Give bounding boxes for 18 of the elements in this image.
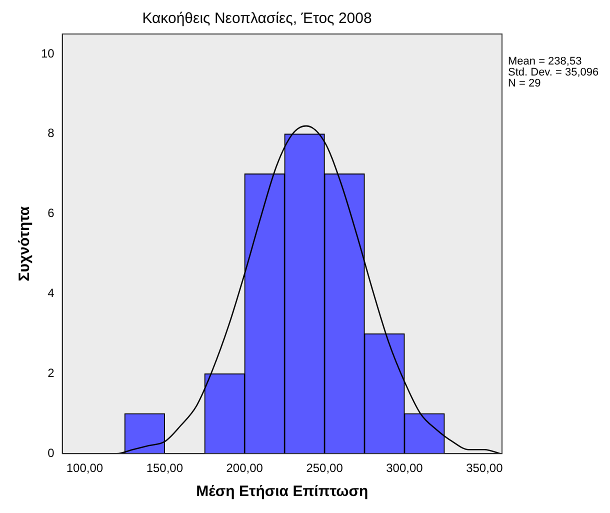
text: N = 29: [508, 78, 541, 90]
text: Mean = 238,53: [508, 56, 582, 68]
x-tick-label: 200,00: [226, 461, 264, 476]
y-tick-label: 4: [48, 286, 55, 300]
x-tick-label: 250,00: [306, 461, 344, 476]
y-tick-label: 2: [48, 366, 55, 380]
y-tick-label: 0: [48, 446, 55, 460]
x-tick-label: 300,00: [386, 461, 424, 476]
chart-title: Κακοήθεις Νεοπλασίες, Έτος 2008: [142, 10, 372, 28]
x-axis-title: Μέση Ετήσια Επίπτωση: [196, 483, 368, 500]
y-tick-label: 6: [48, 206, 55, 220]
x-tick-label: 100,00: [66, 461, 104, 476]
text: Std. Dev. = 35,096: [508, 66, 599, 79]
y-tick-label: 8: [48, 126, 55, 140]
x-tick-label: 350,00: [466, 461, 504, 476]
y-axis-title: Συχνότητα: [16, 206, 34, 282]
x-tick-label: 150,00: [146, 461, 184, 476]
y-tick-label: 10: [40, 46, 55, 60]
